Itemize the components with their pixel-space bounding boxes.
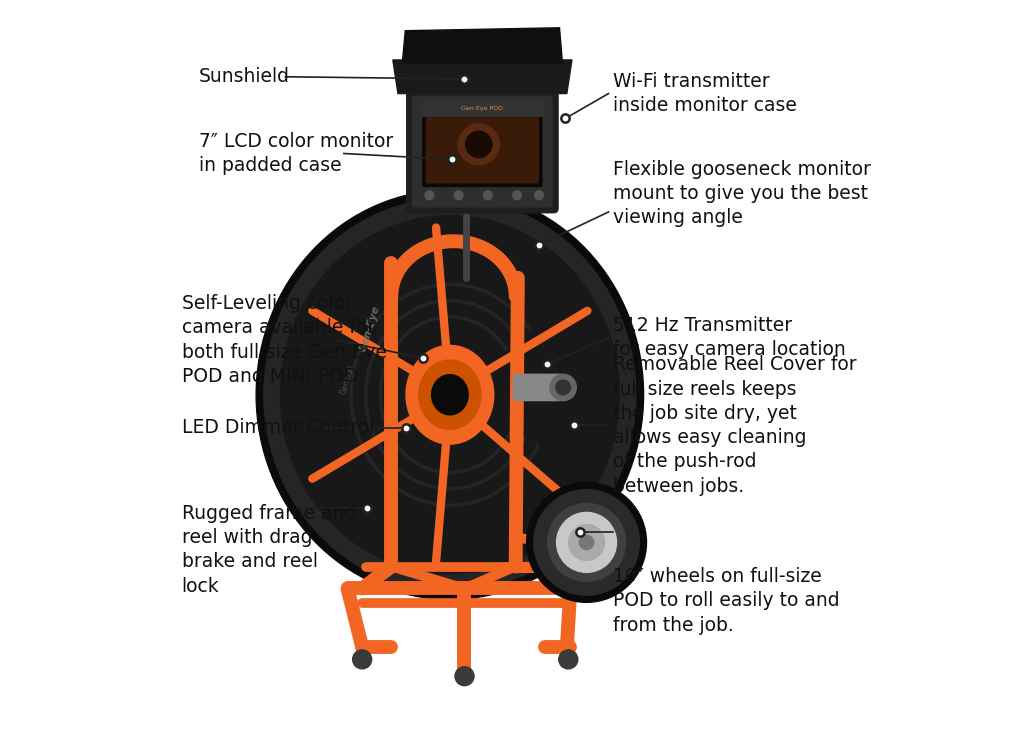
Ellipse shape xyxy=(281,216,620,574)
Circle shape xyxy=(559,650,578,669)
Text: Self-Leveling color
camera available for
both full-size Gen-Eye
POD and MINI-POD: Self-Leveling color camera available for… xyxy=(181,294,387,386)
Ellipse shape xyxy=(264,198,636,591)
Text: LED Dimmer Control: LED Dimmer Control xyxy=(181,418,374,437)
Text: Removable Reel Cover for
full size reels keeps
the job site dry, yet
allows easy: Removable Reel Cover for full size reels… xyxy=(613,355,856,496)
Text: Gen-Eye: Gen-Eye xyxy=(357,305,381,353)
FancyBboxPatch shape xyxy=(426,118,539,183)
Circle shape xyxy=(526,482,646,602)
Polygon shape xyxy=(393,60,572,94)
Circle shape xyxy=(466,132,492,158)
Circle shape xyxy=(534,490,639,595)
Circle shape xyxy=(580,535,594,550)
Text: Flexible gooseneck monitor
mount to give you the best
viewing angle: Flexible gooseneck monitor mount to give… xyxy=(613,160,870,227)
Ellipse shape xyxy=(419,360,481,430)
FancyBboxPatch shape xyxy=(423,113,542,186)
FancyBboxPatch shape xyxy=(407,91,558,213)
Ellipse shape xyxy=(431,374,468,415)
FancyBboxPatch shape xyxy=(513,374,562,401)
FancyBboxPatch shape xyxy=(413,96,552,207)
Circle shape xyxy=(550,374,577,401)
Circle shape xyxy=(352,650,372,669)
Circle shape xyxy=(483,191,493,200)
Polygon shape xyxy=(402,28,562,63)
Ellipse shape xyxy=(406,346,494,444)
Text: 10″ wheels on full-size
POD to roll easily to and
from the job.: 10″ wheels on full-size POD to roll easi… xyxy=(613,567,840,635)
Circle shape xyxy=(425,191,434,200)
Circle shape xyxy=(557,512,616,572)
Ellipse shape xyxy=(256,190,643,599)
Circle shape xyxy=(455,667,474,686)
FancyBboxPatch shape xyxy=(421,102,544,116)
Circle shape xyxy=(535,191,544,200)
Circle shape xyxy=(548,504,626,581)
Circle shape xyxy=(556,380,570,395)
Text: 512 Hz Transmitter
for easy camera location: 512 Hz Transmitter for easy camera locat… xyxy=(613,316,846,360)
Circle shape xyxy=(459,124,500,165)
Text: Wi-Fi transmitter
inside monitor case: Wi-Fi transmitter inside monitor case xyxy=(613,72,797,115)
Text: Rugged frame and
reel with drag
brake and reel
lock: Rugged frame and reel with drag brake an… xyxy=(181,504,355,596)
Circle shape xyxy=(568,524,604,561)
Text: 7″ LCD color monitor
in padded case: 7″ LCD color monitor in padded case xyxy=(199,132,393,175)
Text: Gen-Eye POD: Gen-Eye POD xyxy=(462,107,504,111)
Circle shape xyxy=(513,191,521,200)
Text: General: General xyxy=(339,364,356,396)
Text: Sunshield: Sunshield xyxy=(199,67,290,86)
Circle shape xyxy=(455,191,463,200)
